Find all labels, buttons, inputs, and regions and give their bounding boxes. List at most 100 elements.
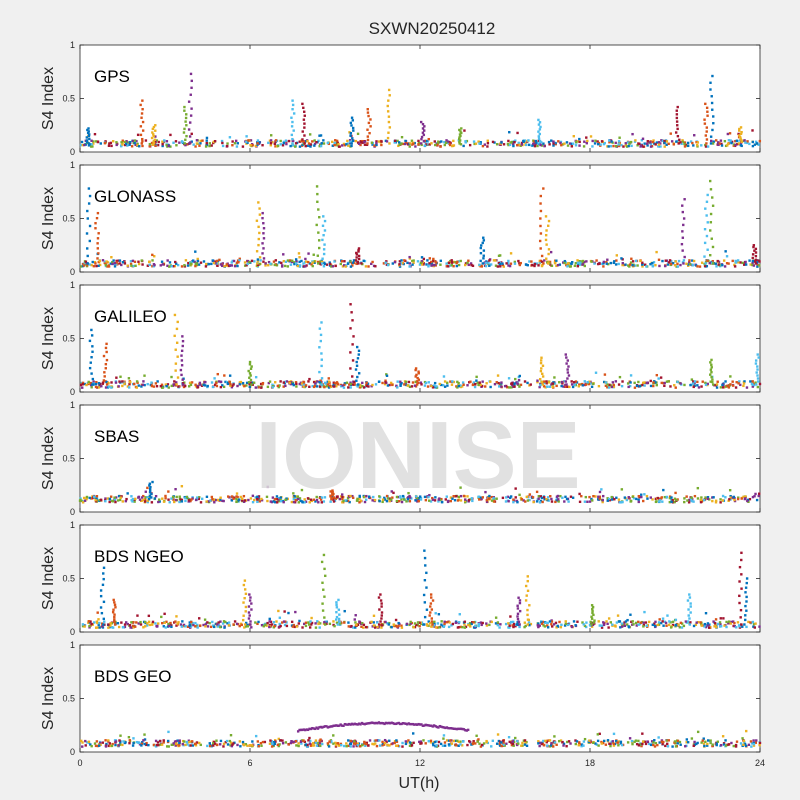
spike-point bbox=[88, 224, 92, 228]
data-point bbox=[695, 143, 699, 147]
data-point bbox=[620, 501, 623, 504]
spike-point bbox=[751, 256, 754, 260]
data-point bbox=[361, 621, 364, 625]
spike-point bbox=[517, 620, 521, 624]
spike-point bbox=[242, 614, 245, 617]
data-point bbox=[138, 741, 141, 745]
data-point bbox=[116, 499, 120, 502]
spike-point bbox=[565, 383, 568, 386]
spike-point bbox=[458, 139, 462, 142]
data-point bbox=[318, 496, 322, 499]
data-point bbox=[320, 496, 324, 499]
data-point bbox=[311, 384, 314, 388]
spike-point bbox=[91, 377, 95, 381]
spike-point bbox=[388, 126, 392, 129]
data-point bbox=[472, 382, 475, 386]
data-point bbox=[295, 625, 299, 628]
data-point bbox=[92, 265, 96, 268]
data-point bbox=[349, 381, 352, 384]
data-point bbox=[256, 259, 260, 263]
spike-point bbox=[102, 354, 106, 358]
data-point bbox=[403, 383, 406, 386]
data-point bbox=[417, 141, 421, 145]
data-point bbox=[168, 261, 172, 264]
data-point bbox=[323, 621, 326, 624]
data-point bbox=[199, 743, 202, 747]
data-point bbox=[704, 611, 708, 615]
data-point bbox=[181, 620, 184, 623]
data-point bbox=[655, 500, 658, 503]
data-point bbox=[297, 744, 300, 748]
data-point bbox=[219, 496, 222, 499]
data-point bbox=[353, 740, 356, 743]
data-point bbox=[278, 261, 281, 264]
spike-point bbox=[423, 549, 426, 552]
data-point bbox=[326, 141, 330, 145]
data-point bbox=[640, 744, 643, 748]
data-point bbox=[485, 499, 489, 502]
panel-label: GLONASS bbox=[94, 187, 176, 206]
data-point bbox=[274, 497, 277, 501]
spike-point bbox=[706, 221, 709, 224]
y-tick-label: 0.5 bbox=[62, 334, 75, 344]
data-point bbox=[474, 382, 477, 386]
data-point bbox=[282, 141, 285, 145]
data-point bbox=[416, 496, 419, 500]
data-point bbox=[748, 497, 752, 501]
data-point bbox=[435, 385, 438, 388]
data-point bbox=[696, 265, 699, 268]
data-point bbox=[437, 140, 440, 143]
data-point bbox=[614, 141, 617, 145]
data-point bbox=[304, 265, 307, 268]
data-point bbox=[315, 498, 319, 502]
data-point bbox=[469, 380, 472, 383]
data-point bbox=[733, 498, 736, 502]
data-point bbox=[536, 380, 539, 384]
spike-point bbox=[592, 613, 595, 617]
spike-point bbox=[737, 142, 741, 145]
spike-point bbox=[366, 128, 369, 131]
spike-point bbox=[565, 362, 568, 365]
spike-point bbox=[322, 252, 326, 256]
data-point bbox=[208, 621, 211, 625]
spike-point bbox=[421, 131, 425, 134]
data-point bbox=[626, 618, 629, 622]
data-point bbox=[328, 264, 332, 267]
data-point bbox=[284, 741, 288, 744]
data-point bbox=[643, 384, 646, 387]
data-point bbox=[424, 742, 427, 745]
data-point bbox=[634, 621, 638, 625]
data-point bbox=[541, 500, 544, 504]
data-point bbox=[434, 264, 437, 267]
data-point bbox=[490, 499, 494, 502]
data-point bbox=[486, 145, 489, 148]
data-point bbox=[95, 264, 98, 268]
data-point bbox=[752, 739, 755, 742]
data-point bbox=[578, 742, 581, 745]
y-axis-label: S4 Index bbox=[40, 667, 57, 730]
data-point bbox=[235, 261, 239, 264]
spike-point bbox=[85, 140, 89, 144]
data-point bbox=[190, 498, 193, 501]
data-point bbox=[160, 260, 164, 263]
data-point bbox=[509, 615, 512, 618]
data-point bbox=[652, 139, 655, 142]
data-point bbox=[183, 740, 186, 743]
data-point bbox=[734, 143, 737, 147]
data-point bbox=[364, 385, 367, 389]
data-point bbox=[400, 135, 404, 139]
spike-point bbox=[567, 374, 571, 377]
data-point bbox=[104, 262, 107, 265]
data-point bbox=[600, 488, 603, 491]
data-point bbox=[266, 621, 269, 625]
spike-point bbox=[675, 113, 679, 116]
data-point bbox=[163, 139, 166, 142]
data-point bbox=[680, 622, 684, 625]
data-point bbox=[676, 262, 679, 266]
data-point bbox=[347, 144, 350, 147]
spike-point bbox=[704, 207, 707, 210]
spike-point bbox=[740, 623, 743, 626]
spike-point bbox=[740, 551, 743, 555]
data-point bbox=[332, 381, 336, 384]
data-point bbox=[419, 496, 423, 500]
